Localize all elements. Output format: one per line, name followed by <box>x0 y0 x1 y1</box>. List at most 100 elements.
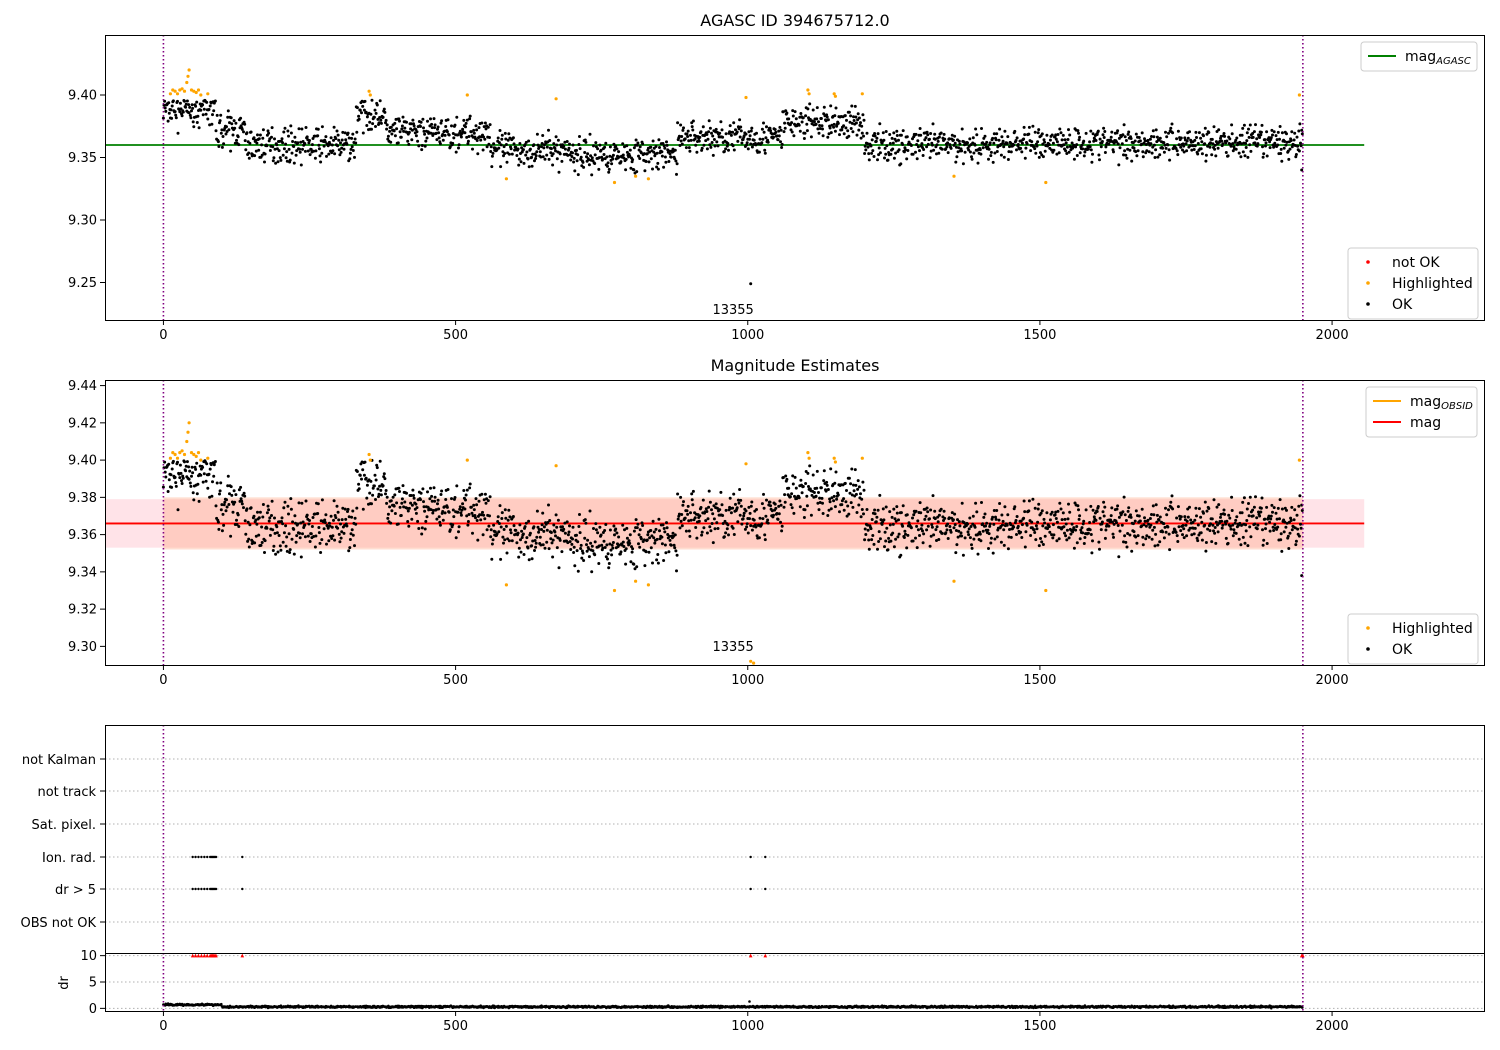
ok-point <box>780 142 784 146</box>
ok-point <box>665 140 668 144</box>
ok-point <box>322 144 326 148</box>
ok-point <box>1051 141 1055 145</box>
ok-point <box>1196 152 1200 156</box>
ok-point <box>1199 531 1203 535</box>
ok-point <box>621 540 625 544</box>
ok-point <box>649 546 653 550</box>
ok-point <box>1157 518 1161 522</box>
ok-point <box>665 143 669 147</box>
ok-point <box>483 121 487 125</box>
ok-point <box>280 516 284 520</box>
highlighted-point <box>832 456 836 460</box>
ok-point <box>729 133 733 137</box>
ok-point <box>368 491 372 495</box>
ok-point <box>1282 146 1286 150</box>
ok-point <box>1062 143 1066 147</box>
ok-point <box>1247 514 1251 518</box>
ok-point <box>748 137 751 141</box>
ok-point <box>1223 134 1227 138</box>
ok-point <box>569 548 573 551</box>
ok-point <box>623 528 626 532</box>
ok-point <box>675 553 679 557</box>
ok-point <box>313 545 317 549</box>
ok-point <box>1103 130 1107 133</box>
ok-point <box>968 536 972 540</box>
ok-point <box>843 481 847 485</box>
ok-point <box>1224 151 1228 154</box>
ok-point <box>306 149 310 153</box>
ok-point <box>397 486 401 490</box>
ok-point <box>901 524 905 528</box>
ok-point <box>603 529 607 532</box>
ok-point <box>211 480 214 484</box>
dr-point <box>220 1002 223 1006</box>
ok-point <box>307 141 311 145</box>
ok-point <box>946 522 950 526</box>
ok-point <box>551 538 555 542</box>
ok-point <box>541 134 545 137</box>
ok-point <box>1022 137 1026 141</box>
ok-point <box>548 139 552 142</box>
ok-point <box>1103 536 1107 540</box>
obsid-annotation: 13355 <box>712 640 753 655</box>
ok-point <box>673 533 677 537</box>
ok-point <box>888 133 892 136</box>
ok-point <box>699 130 703 134</box>
ok-point <box>420 144 424 147</box>
ok-point <box>791 482 795 486</box>
ok-point <box>1122 123 1126 127</box>
ok-point <box>357 482 361 486</box>
ok-point <box>1262 538 1266 542</box>
ok-point <box>567 146 571 150</box>
ok-point <box>1285 140 1289 144</box>
ok-point <box>894 139 898 143</box>
ok-point <box>313 156 317 160</box>
ok-point <box>712 138 716 141</box>
ok-point <box>299 521 303 525</box>
ok-point <box>847 476 851 480</box>
ok-point <box>1081 147 1085 151</box>
ok-point <box>389 499 393 503</box>
ok-point <box>323 140 327 144</box>
ok-point <box>838 133 841 137</box>
ok-point <box>993 537 997 541</box>
ok-point <box>479 513 483 517</box>
ok-point <box>1135 541 1139 545</box>
y-tick-label: 9.34 <box>68 565 97 580</box>
ok-point <box>362 473 366 477</box>
ok-point <box>209 463 213 467</box>
ok-point <box>1051 523 1055 527</box>
ok-point <box>1179 145 1183 149</box>
ok-point <box>551 152 555 156</box>
ok-point <box>702 143 706 147</box>
ok-point <box>1070 141 1074 145</box>
ok-point <box>1185 149 1189 153</box>
ok-point <box>929 508 933 512</box>
ok-point <box>178 476 182 480</box>
ok-point <box>499 143 503 147</box>
ok-point <box>1086 531 1090 535</box>
ok-point <box>1009 523 1013 527</box>
ok-point <box>608 528 612 532</box>
ok-point <box>267 131 271 135</box>
ok-point <box>1126 532 1130 535</box>
ok-point <box>451 132 455 135</box>
ok-point <box>1272 506 1276 510</box>
ok-point <box>691 489 695 493</box>
ok-point <box>508 515 512 519</box>
ok-point <box>334 137 338 141</box>
ok-point <box>551 163 555 167</box>
ok-point <box>382 472 386 476</box>
ok-point <box>705 147 709 151</box>
ok-point <box>490 542 494 546</box>
ok-point <box>426 119 429 123</box>
ok-point <box>859 492 862 496</box>
ok-point <box>1263 517 1267 521</box>
ok-point <box>852 483 855 487</box>
ok-point <box>316 127 320 131</box>
ok-point <box>1100 520 1104 524</box>
ok-point <box>239 497 243 501</box>
ok-point <box>870 538 874 542</box>
ok-point <box>1254 495 1257 499</box>
ok-point <box>273 137 276 141</box>
